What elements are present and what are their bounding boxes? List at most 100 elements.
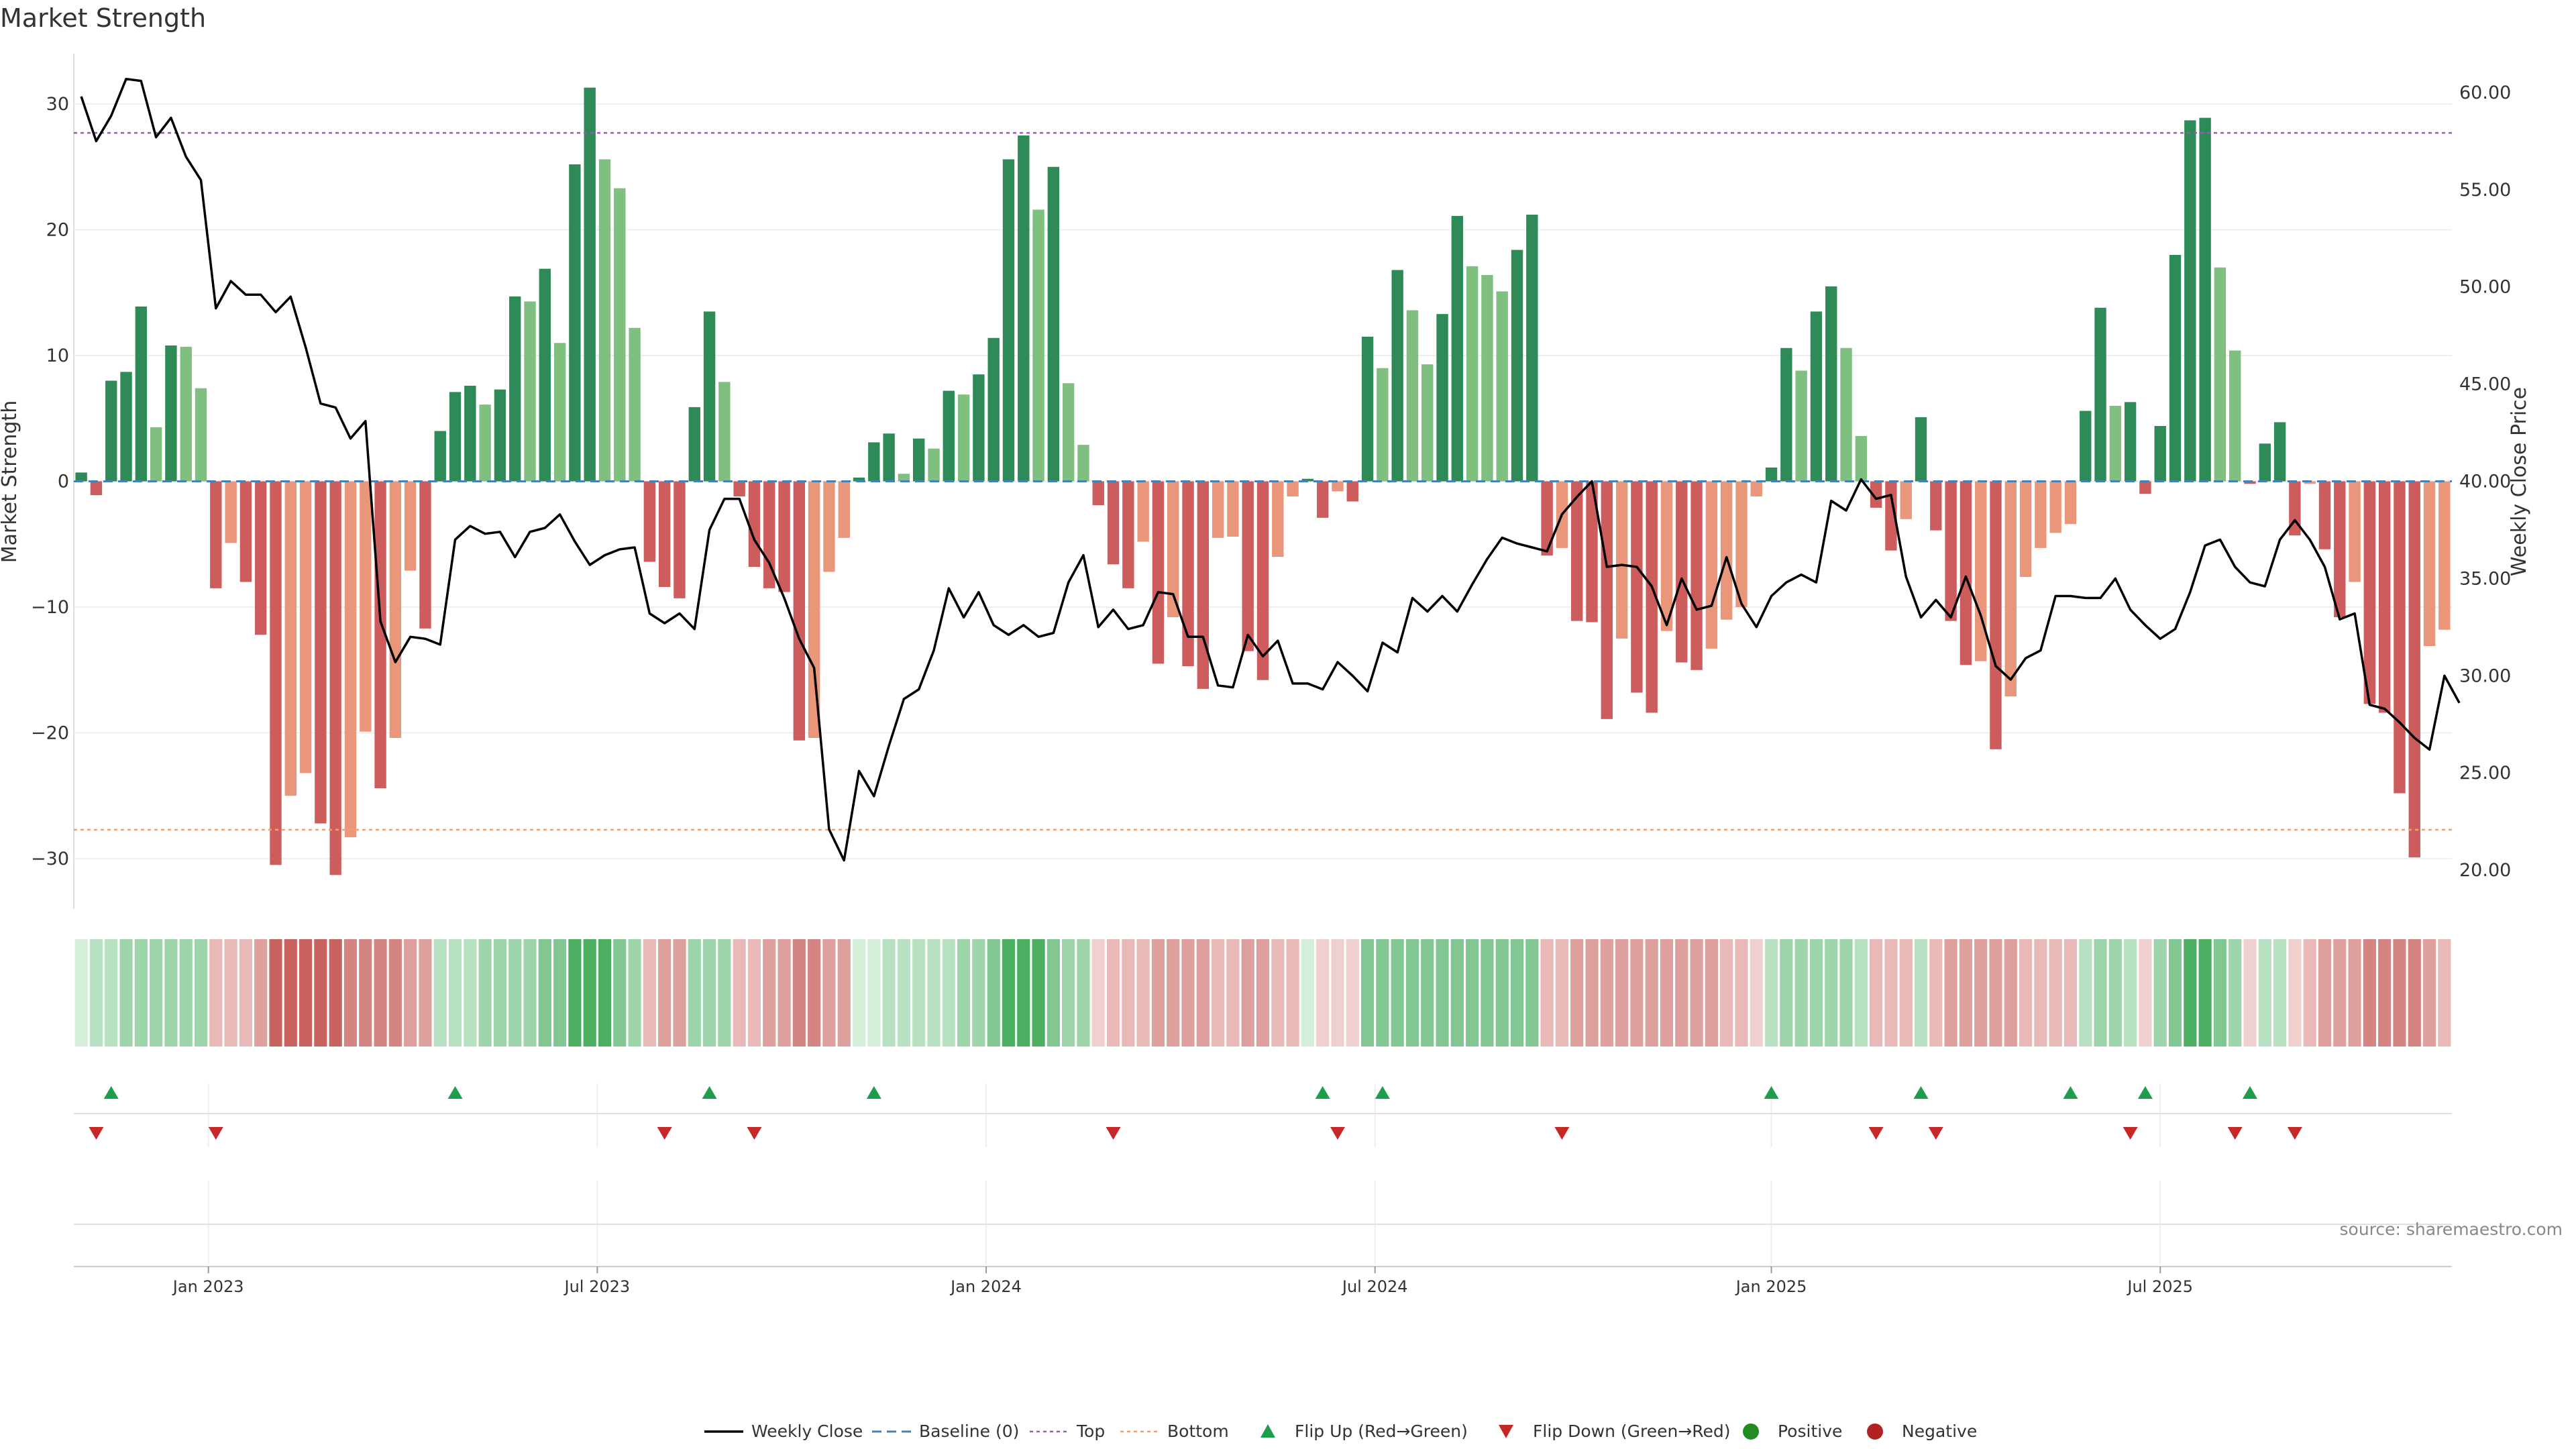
flip-down-marker	[1554, 1127, 1570, 1140]
strength-bar	[2064, 481, 2077, 525]
reference-lines	[74, 131, 2452, 831]
heat-cell	[1660, 939, 1674, 1046]
strength-bar	[868, 442, 880, 482]
strength-bar	[2124, 402, 2137, 482]
heat-cell	[2034, 939, 2047, 1046]
heat-cell	[792, 939, 806, 1046]
strength-bar	[464, 386, 476, 482]
flip-down-marker	[1106, 1127, 1121, 1140]
strength-bar	[1287, 481, 1299, 496]
strength-bar	[1541, 481, 1553, 556]
legend-label: Flip Down (Green→Red)	[1533, 1421, 1731, 1441]
strength-bar	[2049, 481, 2061, 533]
strength-bar	[195, 388, 207, 482]
heat-cell	[2243, 939, 2257, 1046]
heat-cell	[972, 939, 985, 1046]
strength-bar	[2318, 481, 2331, 549]
flip-down-marker	[1928, 1127, 1943, 1140]
strength-bar	[1466, 266, 1479, 482]
right-axis: 60.00 55.00 50.00 45.00 40.00 35.00 30.00 25.00…	[2459, 83, 2511, 881]
heat-cell	[2079, 939, 2092, 1046]
heat-cell	[2408, 939, 2421, 1046]
heat-cell	[1046, 939, 1060, 1046]
strength-bar	[75, 472, 87, 482]
heat-cell	[1854, 939, 1868, 1046]
strength-bar	[1690, 481, 1703, 670]
strength-bar	[2363, 481, 2376, 704]
heat-cell	[508, 939, 522, 1046]
legend: Weekly Close Baseline (0) Top Bottom Flip Up…	[704, 1421, 1977, 1441]
strength-bar	[1840, 347, 1852, 482]
strength-bar	[2154, 426, 2166, 482]
left-tick-label: −30	[31, 849, 69, 869]
left-tick-label: 10	[46, 345, 69, 366]
legend-label: Positive	[1778, 1421, 1842, 1441]
heat-cell	[1555, 939, 1568, 1046]
strength-bar	[1212, 481, 1224, 538]
strength-bar	[1974, 481, 1987, 661]
heat-cell	[747, 939, 761, 1046]
flip-markers-panel	[74, 1083, 2452, 1265]
strength-bar	[1646, 481, 1658, 713]
strength-bar	[1720, 481, 1733, 620]
strength-bar	[584, 87, 596, 482]
heat-cell	[2108, 939, 2122, 1046]
right-tick-label: 20.00	[2459, 860, 2511, 881]
strength-bar	[2199, 117, 2211, 482]
heat-cell	[2198, 939, 2212, 1046]
strength-bar	[1107, 481, 1120, 565]
legend-negative-swatch	[1867, 1424, 1883, 1440]
strength-bar	[643, 481, 656, 562]
heat-cell	[2153, 939, 2167, 1046]
strength-bar	[748, 481, 761, 567]
heat-cell	[1196, 939, 1210, 1046]
heat-cell	[1316, 939, 1330, 1046]
heat-cell	[1839, 939, 1853, 1046]
flip-up-marker	[1315, 1086, 1330, 1099]
heat-cell	[1570, 939, 1584, 1046]
heat-cell	[763, 939, 776, 1046]
legend-positive-swatch	[1743, 1424, 1759, 1440]
flip-up-marker	[103, 1086, 119, 1099]
source-text: source: sharemaestro.com	[2340, 1220, 2563, 1239]
legend-label: Negative	[1902, 1421, 1977, 1441]
heat-cell	[702, 939, 716, 1046]
strength-bar	[1137, 481, 1149, 542]
heat-cell	[1062, 939, 1075, 1046]
strength-bar	[1421, 364, 1434, 482]
time-tick-label: Jul 2025	[2126, 1277, 2193, 1296]
strength-bar	[210, 481, 222, 588]
strength-bar	[2214, 267, 2226, 482]
strength-bar	[2259, 443, 2271, 482]
heat-cell	[1091, 939, 1105, 1046]
heat-cell	[179, 939, 193, 1046]
strength-bar	[434, 431, 446, 482]
strength-bar	[329, 481, 341, 875]
strength-bar	[1750, 481, 1762, 496]
heat-cell	[2288, 939, 2302, 1046]
heat-cell	[1331, 939, 1344, 1046]
strength-bar	[2139, 481, 2151, 494]
heat-cell	[1585, 939, 1599, 1046]
strength-bar	[2229, 350, 2241, 482]
strength-bars	[75, 87, 2451, 875]
heat-cell	[89, 939, 103, 1046]
heat-cell	[1241, 939, 1254, 1046]
strength-bar	[2184, 120, 2196, 482]
left-tick-label: 30	[46, 94, 69, 115]
strength-bar	[629, 327, 641, 482]
heat-cell	[1929, 939, 1943, 1046]
heat-cell	[1002, 939, 1016, 1046]
flip-up-marker	[447, 1086, 463, 1099]
heat-cell	[1525, 939, 1539, 1046]
heat-cell	[239, 939, 252, 1046]
strength-bar	[913, 438, 925, 482]
strength-bar	[1272, 481, 1284, 557]
strength-bar	[1406, 310, 1419, 482]
heat-cell	[2273, 939, 2287, 1046]
heat-cell	[1271, 939, 1285, 1046]
strength-bar	[270, 481, 282, 865]
strength-bar	[135, 306, 148, 482]
strength-bar	[1227, 481, 1239, 537]
time-tick-label: Jul 2023	[564, 1277, 631, 1296]
